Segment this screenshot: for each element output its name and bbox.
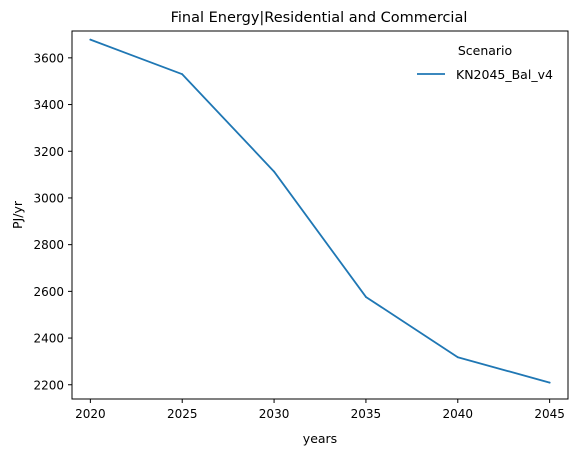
x-tick-label-2035: 2035	[351, 407, 382, 421]
data-point-kn2045-bal-v4-2025	[181, 73, 184, 76]
x-tick-label-2040: 2040	[443, 407, 474, 421]
y-tick-label-2600: 2600	[33, 285, 64, 299]
chart-title: Final Energy|Residential and Commercial	[171, 10, 468, 26]
y-tick-label-3000: 3000	[33, 191, 64, 205]
y-axis: 2200 2400 2600 2800 3000 3200 3400 3600	[33, 51, 72, 392]
x-tick-label-2030: 2030	[259, 407, 290, 421]
plot-area	[71, 30, 569, 400]
x-tick-label-2020: 2020	[75, 407, 106, 421]
y-tick-label-3400: 3400	[33, 98, 64, 112]
legend-label-kn2045-bal-v4: KN2045_Bal_v4	[456, 67, 553, 82]
y-tick-label-2200: 2200	[33, 378, 64, 392]
y-axis-label: PJ/yr	[10, 200, 25, 229]
plot-frame	[71, 30, 569, 400]
y-tick-label-3200: 3200	[33, 145, 64, 159]
data-point-kn2045-bal-v4-2040	[456, 356, 459, 359]
series-layer	[89, 38, 551, 384]
series-line-kn2045-bal-v4	[89, 38, 551, 384]
y-tick-label-2800: 2800	[33, 238, 64, 252]
x-axis-label: years	[303, 431, 337, 446]
y-tick-label-2400: 2400	[33, 332, 64, 346]
legend: Scenario KN2045_Bal_v4	[417, 43, 553, 82]
x-tick-label-2025: 2025	[167, 407, 198, 421]
x-axis: 2020 2025 2030 2035 2040 2045	[75, 399, 565, 421]
legend-title: Scenario	[458, 43, 512, 58]
y-tick-label-3600: 3600	[33, 51, 64, 65]
data-point-kn2045-bal-v4-2020	[89, 38, 92, 41]
data-point-kn2045-bal-v4-2030	[273, 170, 275, 173]
data-point-kn2045-bal-v4-2035	[365, 296, 367, 298]
x-tick-label-2045: 2045	[534, 407, 565, 421]
data-point-kn2045-bal-v4-2045	[548, 381, 551, 384]
